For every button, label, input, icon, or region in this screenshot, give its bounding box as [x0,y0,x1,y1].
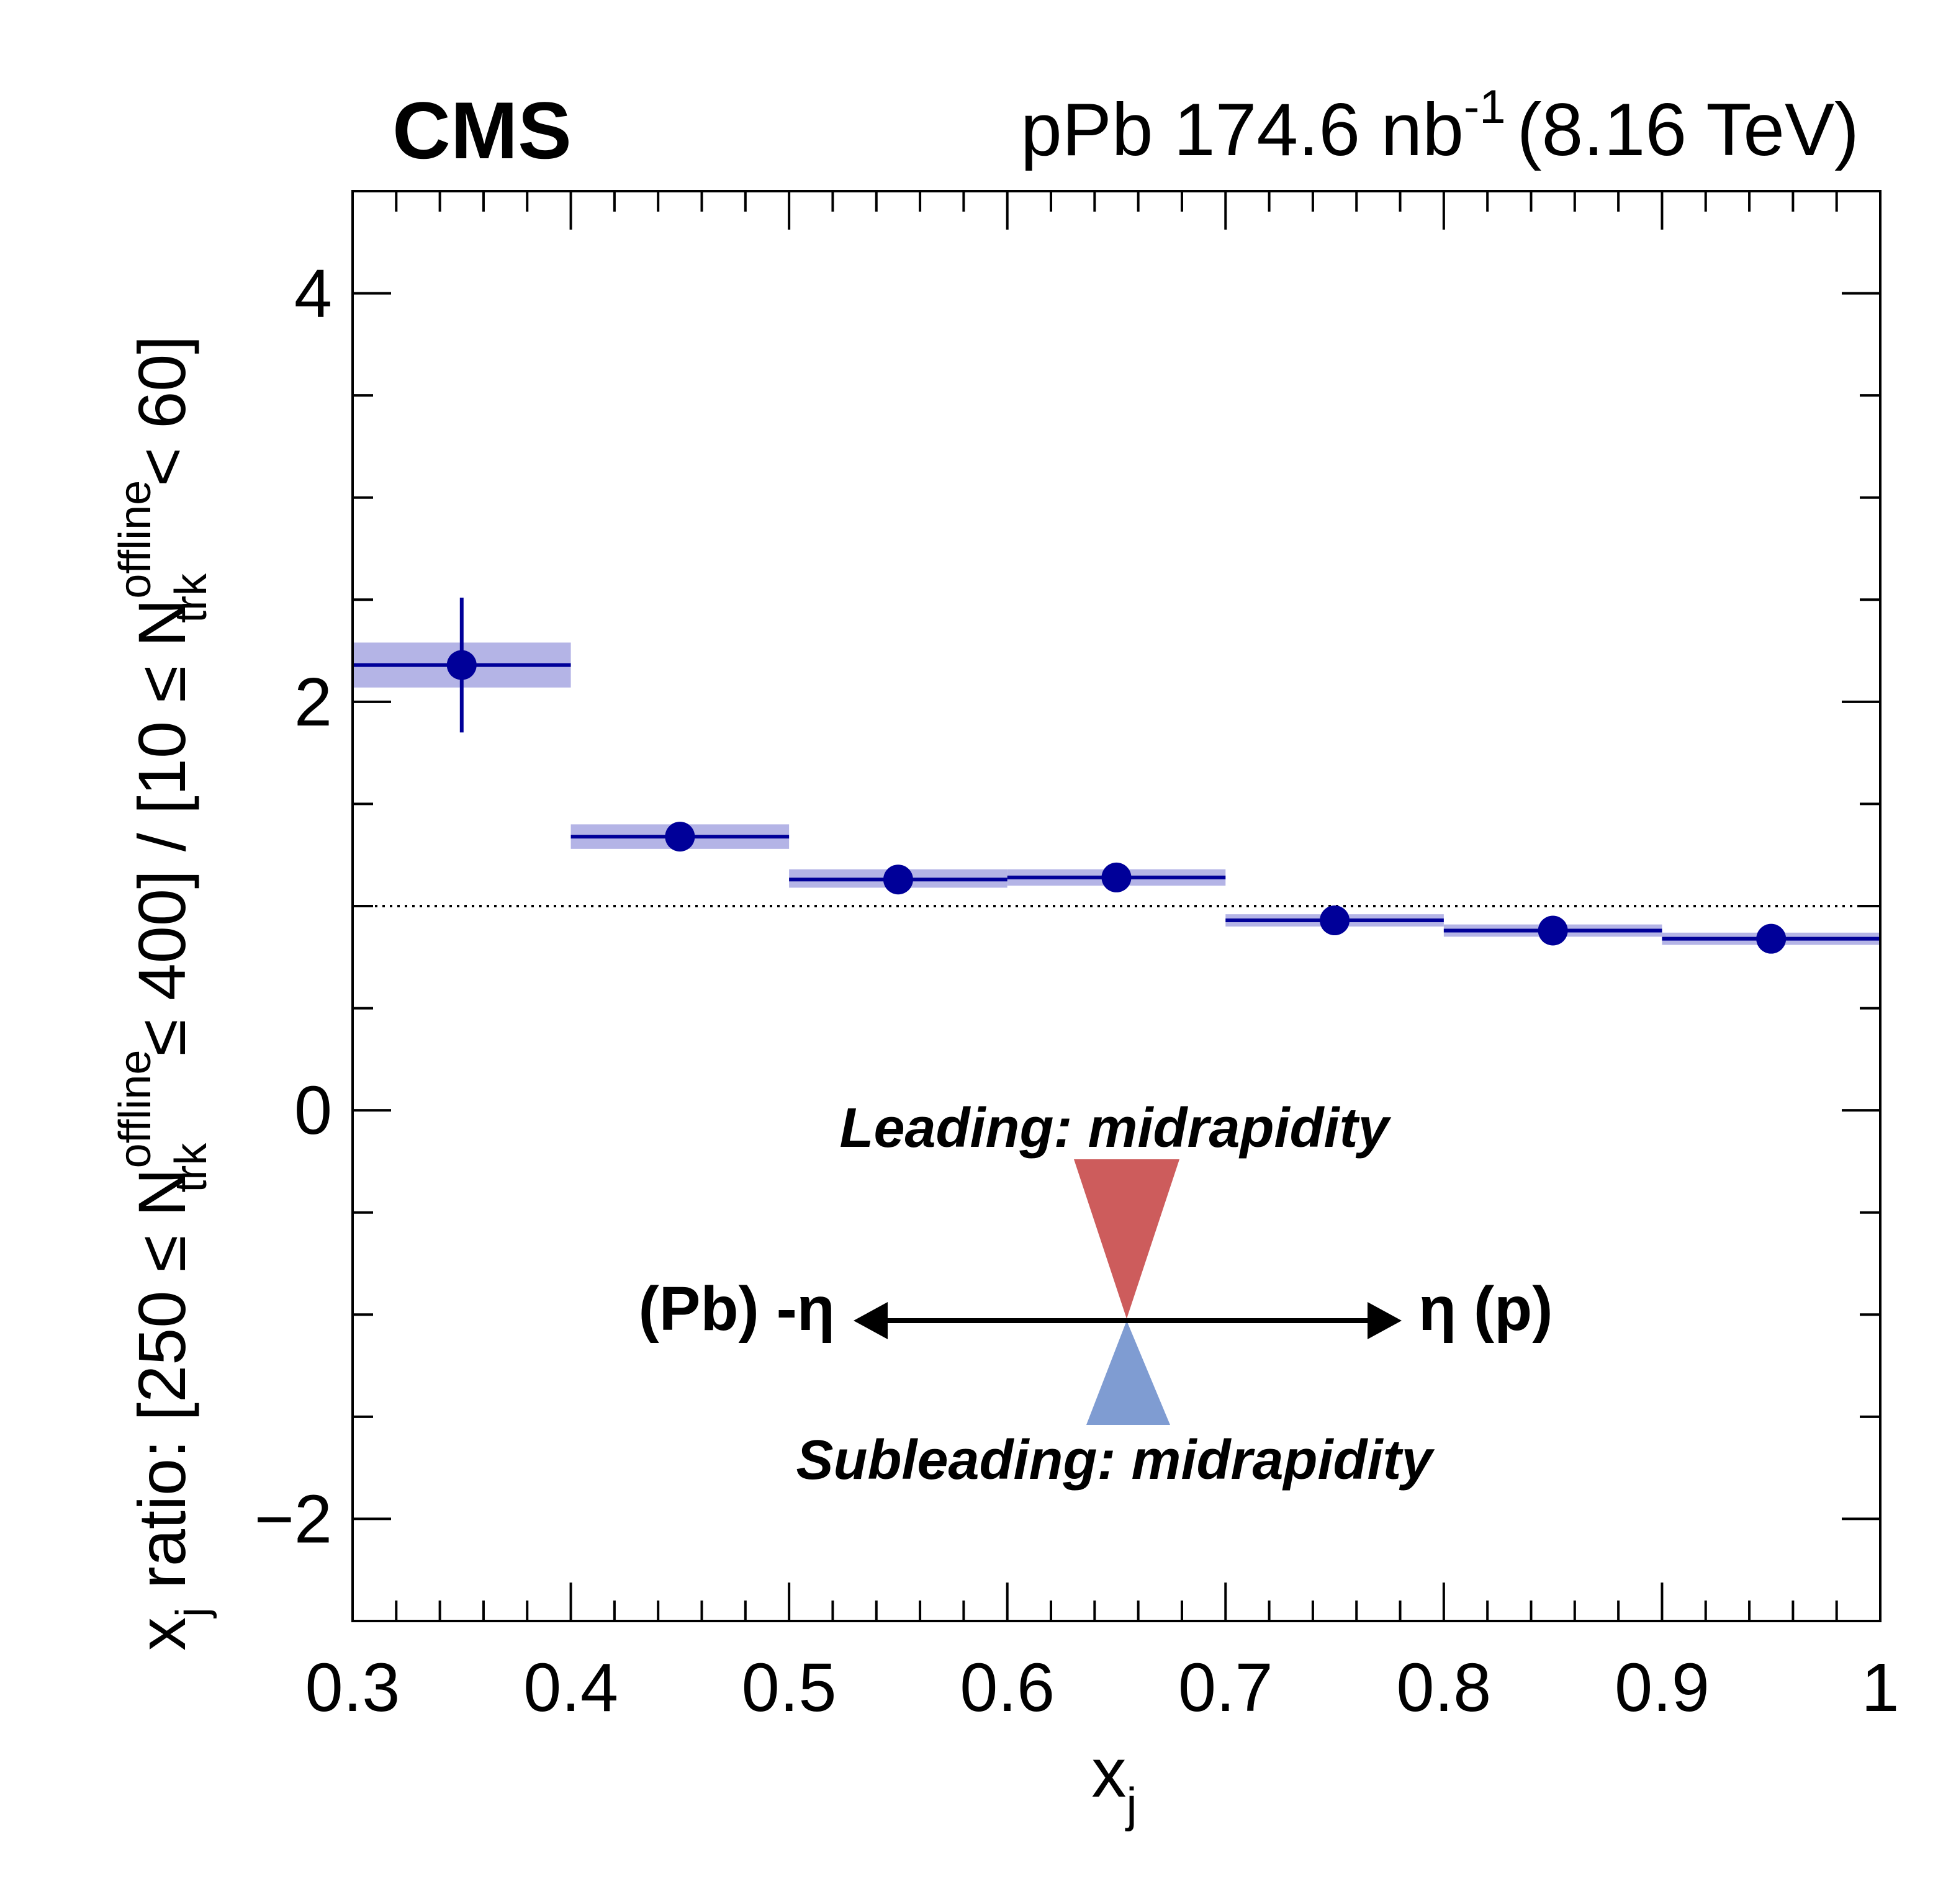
y-label-c: ≤ 400] / [10 ≤ N [124,599,199,1075]
y-tick-label-3: 4 [294,256,332,332]
arrow-right-icon [1368,1302,1402,1339]
lumi-prefix: pPb 174.6 nb [1021,88,1464,171]
leading-label: Leading: midrapidity [839,1097,1391,1159]
subleading-label: Subleading: midrapidity [796,1429,1435,1491]
axis-ticks [351,190,1882,1622]
lumi-energy: (8.16 TeV) [1517,88,1859,171]
x-tick-label-6: 0.9 [1615,1650,1710,1726]
x-tick-label-5: 0.8 [1396,1650,1491,1726]
y-label-b-sup: offline [110,1050,160,1169]
axis-tick-labels: 0.3 0.4 0.5 0.6 0.7 0.8 0.9 1 −2 0 2 4 [255,256,1900,1726]
y-label-a: x [124,1617,199,1651]
x-tick-label-1: 0.4 [523,1650,618,1726]
data-series [353,597,1880,954]
data-point-4 [1320,905,1350,936]
lumi-label: pPb 174.6 nb-1 (8.16 TeV) [1021,81,1859,171]
y-label-b-sub: trk [166,1143,216,1193]
left-axis-label: (Pb) -η [638,1274,835,1344]
x-axis-label: xj [1091,1734,1137,1832]
x-tick-label-7: 1 [1861,1650,1899,1726]
y-label-c-sup: offline [110,480,160,599]
data-point-1 [665,822,695,852]
data-point-0 [446,650,477,680]
data-point-5 [1538,915,1568,946]
y-tick-label-1: 0 [294,1072,332,1149]
x-tick-label-0: 0.3 [305,1650,400,1726]
leading-triangle [1074,1159,1179,1319]
data-point-2 [883,864,913,895]
y-label-c-sub: trk [166,573,216,623]
arrow-left-icon [854,1302,888,1339]
x-axis-label-sub: j [1125,1777,1137,1832]
data-point-3 [1101,862,1132,892]
right-axis-label: η (p) [1418,1274,1553,1344]
data-point-6 [1756,923,1787,954]
syst-bands [353,642,1880,945]
y-axis-label: xj ratio: [250 ≤ Noffline trk ≤ 400] / [1… [110,336,217,1651]
y-label-a-sub: j [168,1607,217,1619]
rapidity-schematic: Leading: midrapidity Subleading: midrapi… [638,1097,1553,1491]
x-tick-label-3: 0.6 [960,1650,1055,1726]
y-label-d: < 60] [124,336,199,505]
y-tick-label-2: 2 [294,664,332,740]
x-tick-label-4: 0.7 [1178,1650,1273,1726]
x-axis-label-main: x [1091,1734,1126,1812]
subleading-triangle [1086,1321,1170,1425]
y-tick-label-0: −2 [255,1481,332,1557]
y-label-b: ratio: [250 ≤ N [124,1168,199,1607]
x-tick-label-2: 0.5 [742,1650,837,1726]
experiment-label: CMS [392,85,572,176]
lumi-exponent: -1 [1464,81,1506,133]
